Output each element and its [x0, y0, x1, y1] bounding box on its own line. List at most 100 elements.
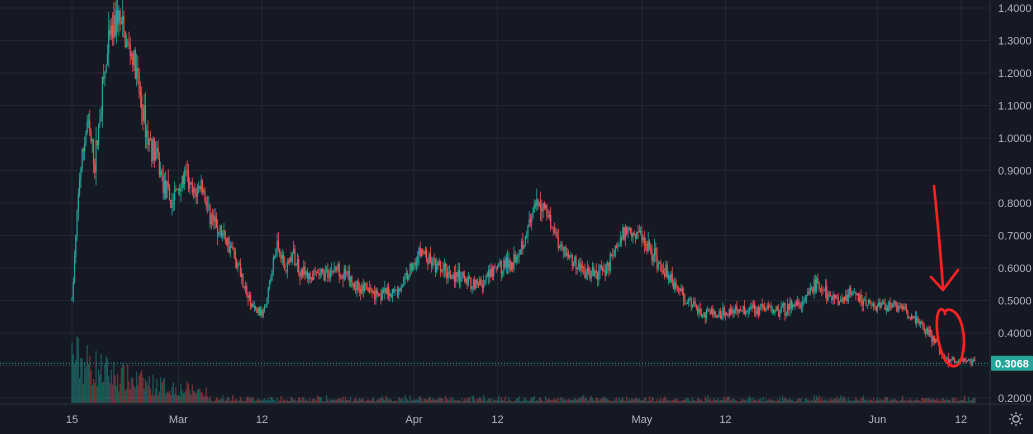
volume-bar [113, 361, 115, 403]
volume-bar [973, 398, 975, 403]
volume-bar [157, 394, 159, 403]
volume-bar [816, 396, 818, 403]
candle-body [791, 304, 794, 309]
volume-bar [151, 394, 153, 403]
candle-body [950, 359, 952, 361]
candle-body [531, 217, 533, 223]
volume-bar [594, 399, 596, 403]
volume-bar [783, 399, 785, 403]
volume-bar [375, 400, 377, 403]
candle-body [461, 272, 463, 280]
candle-body [242, 273, 244, 288]
volume-bar [336, 399, 338, 403]
candle-body [746, 311, 748, 312]
candle-body [282, 254, 285, 264]
candle-body [865, 299, 867, 306]
candle-body [481, 285, 483, 289]
candle-body [252, 303, 254, 308]
candle-body [196, 188, 198, 198]
volume-bar [653, 401, 656, 403]
candle-body [897, 306, 899, 311]
volume-bar [452, 398, 454, 403]
candle-body [214, 216, 216, 223]
candle-body [78, 179, 81, 195]
volume-bar [84, 362, 86, 403]
time-axis[interactable]: 15 Mar 12 Apr 12 May 12 Jun 12 [66, 414, 967, 426]
candle-body [365, 282, 367, 284]
candle-body [175, 189, 177, 191]
candle-body [609, 253, 611, 272]
candle-body [362, 284, 364, 292]
candle-body [81, 148, 83, 170]
candle-body [748, 308, 751, 311]
candle-body [684, 299, 686, 304]
candle-body [704, 312, 706, 318]
volume-bar [970, 400, 972, 403]
x-tick-label: 15 [66, 414, 78, 426]
settings-icon[interactable] [1009, 412, 1023, 426]
candle-body [771, 309, 773, 311]
candle-body [451, 278, 453, 280]
candle-body [295, 264, 297, 265]
volume-bar [840, 395, 842, 403]
volume-bar [76, 336, 78, 403]
volume-bar [194, 391, 196, 403]
candle-body [182, 176, 185, 185]
candle-body [256, 308, 258, 314]
candle-body [732, 309, 734, 313]
candle-body [571, 255, 573, 266]
x-tick-label: 12 [719, 414, 731, 426]
volume-bar [413, 400, 415, 403]
candle-body [574, 256, 576, 263]
volume-bar [281, 400, 283, 403]
candle-body [513, 254, 515, 270]
volume-bar [916, 398, 918, 403]
volume-bar [914, 400, 917, 403]
candle-body [947, 357, 949, 365]
volume-bar [268, 400, 271, 403]
candle-body [598, 270, 600, 281]
candle-body [222, 233, 224, 237]
candle-body [375, 289, 377, 300]
candle-body [404, 274, 406, 277]
candle-body [557, 237, 559, 249]
candle-body [797, 301, 799, 306]
volume-bar [886, 397, 889, 403]
volume-bar [328, 401, 330, 403]
candle-body [916, 317, 918, 324]
volume-bar [734, 400, 737, 403]
candle-body [76, 210, 78, 236]
volume-bar [947, 399, 949, 403]
volume-bar [719, 399, 721, 403]
volume-bar [656, 398, 658, 403]
candle-body [715, 315, 718, 318]
volume-bar [479, 396, 481, 403]
candle-body [192, 188, 195, 193]
candle-body [689, 298, 691, 300]
volume-bar [147, 385, 149, 403]
volume-bar [457, 399, 459, 403]
candle-body [694, 300, 696, 305]
candle-body [236, 259, 238, 268]
volume-bar [85, 366, 87, 403]
volume-bar [118, 391, 120, 403]
volume-bar [810, 399, 813, 403]
volume-bar [233, 400, 235, 403]
candle-body [935, 338, 937, 343]
candle-body [106, 53, 109, 65]
volume-bar [139, 373, 141, 403]
volume-bar [642, 400, 644, 403]
volume-bar [911, 400, 913, 403]
volume-bar [418, 396, 420, 403]
candle-body [205, 201, 207, 207]
candle-body [800, 306, 803, 308]
candle-body [166, 181, 168, 198]
volume-bar [765, 398, 767, 403]
price-axis[interactable]: 1.4000 1.3000 1.2000 1.1000 1.0000 0.9000 0.80… [998, 3, 1032, 405]
volume-bar [500, 397, 502, 403]
candle-body [580, 264, 582, 271]
volume-bar [562, 399, 564, 403]
volume-bar [224, 401, 226, 403]
volume-bar [444, 395, 447, 403]
